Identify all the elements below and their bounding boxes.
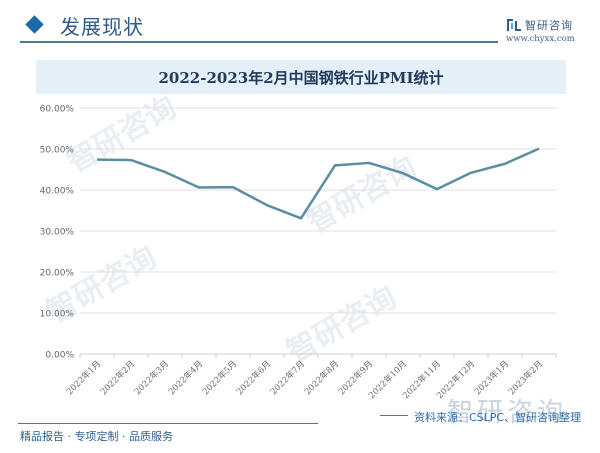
watermark-large: 智研咨询 — [447, 398, 568, 428]
footer-divider — [18, 423, 318, 424]
y-tick-label: 0.00% — [45, 351, 74, 361]
data-source: 资料来源：CSLPC、智研咨询整理 — [414, 411, 582, 424]
y-tick-label: 20.00% — [40, 269, 75, 279]
chart-title: 2022-2023年2月中国钢铁行业PMI统计 — [158, 68, 444, 87]
y-tick-label: 30.00% — [40, 228, 75, 238]
brand-logo: 智研咨询 — [507, 17, 573, 33]
section-title: 发展现状 — [60, 15, 144, 39]
footer-tagline: 精品报告 · 专项定制 · 品质服务 — [20, 430, 173, 443]
y-tick-label: 10.00% — [40, 310, 75, 320]
x-tick-label: 2022年2月 — [98, 358, 137, 397]
y-tick-label: 60.00% — [40, 105, 75, 115]
y-tick-label: 40.00% — [40, 187, 75, 197]
x-tick-label: 2022年6月 — [234, 358, 273, 397]
y-tick-label: 50.00% — [40, 146, 75, 156]
header: 发展现状 智研咨询 www.chyxx.com — [0, 0, 600, 60]
x-tick-label: 2022年3月 — [132, 358, 171, 397]
source-divider — [380, 415, 408, 416]
brand-url: www.chyxx.com — [506, 34, 575, 44]
header-divider — [20, 41, 498, 43]
x-tick-label: 2022年8月 — [302, 358, 341, 397]
x-tick-label: 2022年1月 — [64, 358, 103, 397]
brand-logo-icon — [507, 19, 521, 31]
chart-title-bar: 2022-2023年2月中国钢铁行业PMI统计 — [36, 60, 566, 94]
x-tick-label: 2022年7月 — [268, 358, 307, 397]
x-tick-label: 2022年5月 — [200, 358, 239, 397]
series-line — [96, 147, 540, 220]
brand-name: 智研咨询 — [525, 19, 573, 32]
x-tick-label: 2022年4月 — [166, 358, 205, 397]
